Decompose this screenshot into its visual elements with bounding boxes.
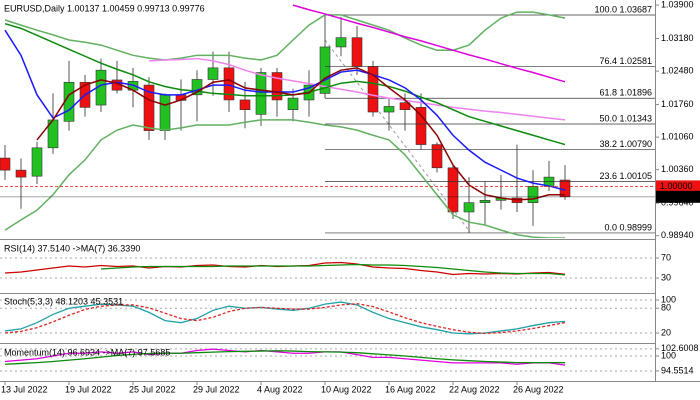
candle-body xyxy=(143,84,155,131)
candle-body xyxy=(527,186,539,203)
candle-body xyxy=(207,67,219,80)
candle-body xyxy=(63,81,75,122)
candle-body xyxy=(239,99,251,111)
price-box-label: 1.00000 xyxy=(660,181,693,191)
x-tick-label: 26 Aug 2022 xyxy=(513,384,564,394)
y-tick-label: 94.5514 xyxy=(661,365,694,375)
indicator-line xyxy=(4,22,566,146)
panel xyxy=(0,4,655,238)
indicator-line xyxy=(36,67,565,201)
candle-body xyxy=(431,144,443,169)
panel-title: Stoch(5,3,3) 48.1203 45.3531 xyxy=(4,296,123,306)
x-tick-label: 19 Jul 2022 xyxy=(65,384,112,394)
x-tick-label: 22 Aug 2022 xyxy=(449,384,500,394)
y-tick-label: 80 xyxy=(661,303,671,313)
y-tick-label: 70 xyxy=(661,252,671,262)
candle-body xyxy=(479,200,491,203)
x-tick-label: 16 Aug 2022 xyxy=(385,384,436,394)
candle-body xyxy=(399,102,411,111)
indicator-line xyxy=(292,4,566,83)
indicator-line xyxy=(4,303,566,335)
candle-body xyxy=(319,46,331,94)
indicator-line xyxy=(4,301,566,335)
indicator-line xyxy=(100,263,566,276)
candle-body xyxy=(287,97,299,111)
panel xyxy=(0,299,655,335)
x-tick-label: 13 Jul 2022 xyxy=(1,384,48,394)
candle-body xyxy=(0,157,11,171)
y-tick-label: 1.03900 xyxy=(661,0,694,9)
indicator-line xyxy=(4,350,566,365)
panel xyxy=(0,257,655,279)
fib-label: 50.0 1.01343 xyxy=(599,113,652,123)
indicator-line xyxy=(4,348,566,366)
candle-body xyxy=(463,202,475,213)
candle-body xyxy=(223,67,235,101)
indicator-line xyxy=(4,11,566,61)
fib-label: 23.6 1.00105 xyxy=(599,171,652,181)
panel-title: Momentum(14) 96.6934 ->MA(7) 97.5685 xyxy=(4,347,170,357)
candle-body xyxy=(191,79,203,96)
price-box-label: 0.99776 xyxy=(660,191,693,201)
y-tick-label: 1.01760 xyxy=(661,99,694,109)
y-tick-label: 1.03180 xyxy=(661,33,694,43)
candle-body xyxy=(383,106,395,113)
y-tick-label: 1.01060 xyxy=(661,132,694,142)
y-tick-label: 100 xyxy=(661,294,676,304)
candle-body xyxy=(335,37,347,48)
indicator-line xyxy=(4,119,565,238)
panel-title: RSI(14) 37.5140 ->MA(7) 36.3390 xyxy=(4,243,140,253)
candle-body xyxy=(255,72,267,115)
y-tick-label: 20 xyxy=(661,327,671,337)
y-tick-label: 102.6008 xyxy=(661,343,699,353)
candle-body xyxy=(415,107,427,145)
indicator-line xyxy=(148,57,566,121)
fib-label: 38.2 1.00790 xyxy=(599,139,652,149)
y-tick-label: 0.98940 xyxy=(661,230,694,240)
x-tick-label: 29 Jul 2022 xyxy=(193,384,240,394)
price-box xyxy=(656,180,700,193)
panel-frames xyxy=(0,0,700,382)
panel xyxy=(0,348,655,372)
panel-title: EURUSD,Daily 1.00137 1.00459 0.99713 0.9… xyxy=(4,3,205,13)
candle-body xyxy=(31,147,43,177)
price-box xyxy=(656,190,700,203)
fib-label: 0.0 0.98999 xyxy=(604,222,652,232)
candle-body xyxy=(159,94,171,131)
candle-body xyxy=(271,72,283,101)
fib-label: 100.0 1.03687 xyxy=(594,4,652,14)
fib-label: 61.8 1.01896 xyxy=(599,88,652,98)
y-tick-label: 1.02480 xyxy=(661,65,694,75)
candle-body xyxy=(15,169,27,178)
candle-body xyxy=(351,37,363,67)
x-tick-label: 4 Aug 2022 xyxy=(257,384,303,394)
y-tick-label: 1.00360 xyxy=(661,164,694,174)
indicator-line xyxy=(4,29,566,191)
candle-body xyxy=(447,167,459,213)
x-tick-label: 25 Jul 2022 xyxy=(129,384,176,394)
fib-trendline xyxy=(324,39,471,233)
y-tick-label: 100 xyxy=(661,350,676,360)
y-tick-label: 30 xyxy=(661,272,671,282)
x-tick-label: 10 Aug 2022 xyxy=(321,384,372,394)
fib-label: 76.4 1.02581 xyxy=(599,56,652,66)
